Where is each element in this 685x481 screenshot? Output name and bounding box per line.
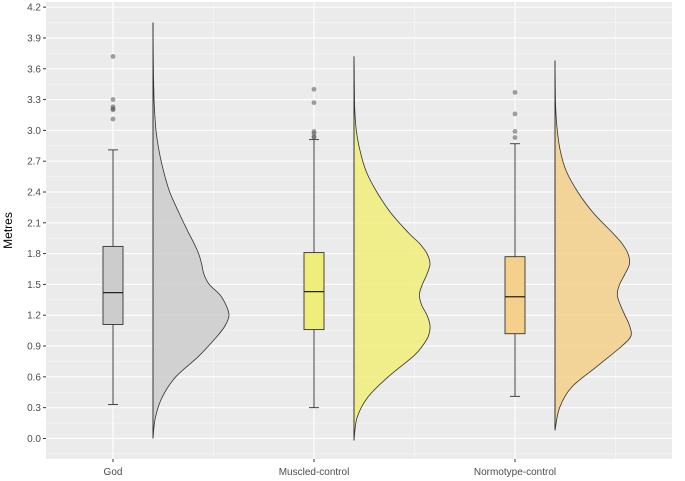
y-tick-label: 0.0 xyxy=(27,434,41,445)
outlier-point xyxy=(311,86,317,92)
outlier-point xyxy=(311,100,317,106)
outlier-point xyxy=(512,135,518,140)
y-tick-label: 0.6 xyxy=(27,372,41,383)
box-iqr xyxy=(102,245,124,325)
boxplots xyxy=(102,139,526,409)
y-axis-ticks: 0.0 0.3 0.6 0.9 1.2 1.5 1.8 2.1 2.4 2.7 3.0 3.3 3.6 3… xyxy=(27,3,46,445)
y-tick-label: 0.9 xyxy=(27,342,41,353)
y-tick-label: 3.0 xyxy=(27,126,41,137)
density-cloud-2 xyxy=(353,56,431,441)
outlier-point xyxy=(512,111,518,117)
outlier-points xyxy=(110,54,518,140)
y-tick-label: 3.3 xyxy=(27,95,41,106)
outlier-point xyxy=(311,135,317,140)
x-axis-ticks: God Muscled-control Normotype-control xyxy=(104,459,556,478)
y-tick-label: 1.5 xyxy=(27,280,41,291)
outlier-point xyxy=(110,116,116,122)
outlier-point xyxy=(110,97,116,102)
y-tick-label: 2.7 xyxy=(27,157,41,168)
outlier-point xyxy=(512,128,518,134)
density-cloud-3 xyxy=(554,60,632,431)
outlier-point xyxy=(110,107,116,113)
density-clouds xyxy=(152,22,632,441)
y-tick-label: 1.2 xyxy=(27,311,41,322)
y-tick-label: 3.6 xyxy=(27,64,41,75)
y-tick-label: 4.2 xyxy=(27,3,41,14)
y-tick-label: 3.9 xyxy=(27,33,41,44)
y-tick-label: 2.4 xyxy=(27,187,41,198)
outlier-point xyxy=(512,89,518,95)
x-tick-label: Muscled-control xyxy=(279,467,350,478)
box-iqr xyxy=(504,256,526,335)
y-axis-title: Metres xyxy=(1,212,15,249)
x-tick-label: Normotype-control xyxy=(474,467,556,478)
outlier-point xyxy=(110,54,116,59)
density-cloud-1 xyxy=(152,22,230,439)
y-tick-label: 1.8 xyxy=(27,249,41,260)
y-tick-label: 2.1 xyxy=(27,218,41,229)
y-tick-label: 0.3 xyxy=(27,403,41,414)
x-tick-label: God xyxy=(104,467,123,478)
